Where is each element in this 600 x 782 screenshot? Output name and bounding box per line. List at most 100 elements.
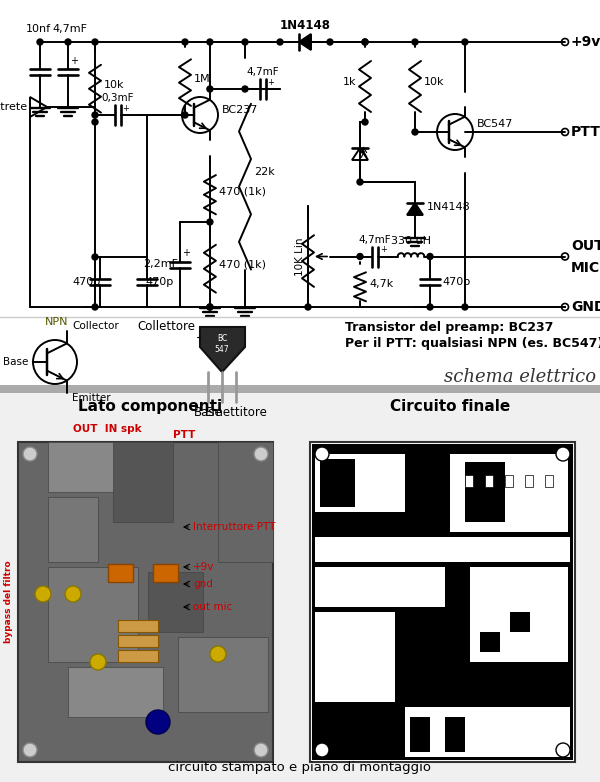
- Circle shape: [182, 39, 188, 45]
- Circle shape: [427, 253, 433, 260]
- Text: 0,3mF: 0,3mF: [101, 93, 134, 103]
- Circle shape: [562, 253, 569, 260]
- Text: +9v: +9v: [571, 35, 600, 49]
- Circle shape: [182, 112, 188, 118]
- Text: PTT: PTT: [173, 430, 196, 440]
- Text: Emettitore: Emettitore: [205, 406, 268, 419]
- Text: 10nf: 10nf: [25, 24, 50, 34]
- Bar: [0, 385, 600, 393]
- Text: 22k: 22k: [254, 167, 275, 177]
- Circle shape: [562, 303, 569, 310]
- Bar: [315, 567, 445, 607]
- Text: +: +: [380, 246, 387, 254]
- Circle shape: [210, 646, 226, 662]
- Circle shape: [305, 39, 311, 45]
- Bar: [118, 620, 158, 632]
- Circle shape: [315, 743, 329, 757]
- Text: NPN: NPN: [45, 317, 68, 327]
- Circle shape: [33, 340, 77, 384]
- Circle shape: [462, 304, 468, 310]
- Bar: [465, 475, 473, 487]
- Circle shape: [315, 447, 329, 461]
- Circle shape: [556, 447, 570, 461]
- Text: Transistor del preamp: BC237: Transistor del preamp: BC237: [345, 321, 553, 333]
- Bar: [178, 637, 268, 712]
- Circle shape: [254, 743, 268, 757]
- Text: Emitter: Emitter: [72, 393, 111, 403]
- Circle shape: [362, 39, 368, 45]
- Text: circuito stampato e piano di montaggio: circuito stampato e piano di montaggio: [169, 761, 431, 774]
- Bar: [310, 442, 575, 762]
- Text: 330 uH: 330 uH: [391, 236, 431, 246]
- Bar: [48, 442, 128, 492]
- Text: BC547: BC547: [477, 119, 514, 129]
- Text: 2,2mF: 2,2mF: [143, 260, 178, 270]
- Text: +: +: [70, 56, 78, 66]
- Text: Interruttore di
bypass del filtro: Interruttore di bypass del filtro: [0, 561, 13, 644]
- Bar: [405, 707, 570, 757]
- Circle shape: [207, 39, 213, 45]
- Circle shape: [562, 38, 569, 45]
- Circle shape: [207, 304, 213, 310]
- Text: schema elettrico: schema elettrico: [444, 368, 596, 386]
- Circle shape: [254, 447, 268, 461]
- Bar: [485, 475, 493, 487]
- Circle shape: [182, 112, 188, 118]
- Text: Lato componenti: Lato componenti: [78, 399, 222, 414]
- Text: +: +: [122, 104, 130, 113]
- Text: Base: Base: [2, 357, 28, 367]
- Bar: [118, 635, 158, 647]
- Bar: [315, 454, 405, 512]
- Circle shape: [37, 39, 43, 45]
- Text: 10k: 10k: [104, 80, 125, 89]
- Bar: [0, 393, 600, 782]
- Text: Base: Base: [194, 406, 223, 419]
- Bar: [470, 567, 568, 662]
- Circle shape: [207, 219, 213, 225]
- Text: out mic: out mic: [193, 602, 232, 612]
- Bar: [465, 462, 505, 522]
- Circle shape: [92, 119, 98, 125]
- Circle shape: [357, 179, 363, 185]
- Circle shape: [65, 39, 71, 45]
- Text: 1N4148: 1N4148: [280, 19, 331, 32]
- Bar: [113, 442, 173, 522]
- Circle shape: [92, 254, 98, 260]
- Circle shape: [427, 304, 433, 310]
- Text: PTT: PTT: [571, 125, 600, 139]
- Text: 1k: 1k: [343, 77, 356, 87]
- Text: Interruttore PTT: Interruttore PTT: [193, 522, 275, 532]
- Bar: [68, 667, 163, 717]
- Bar: [48, 497, 98, 562]
- Text: 10K Lin: 10K Lin: [295, 237, 305, 276]
- Circle shape: [562, 128, 569, 135]
- Text: 470 (1k): 470 (1k): [219, 186, 266, 196]
- Text: Per il PTT: qualsiasi NPN (es. BC547): Per il PTT: qualsiasi NPN (es. BC547): [345, 338, 600, 350]
- Text: 4,7mF: 4,7mF: [53, 24, 88, 34]
- Bar: [410, 717, 430, 752]
- Text: 4,7mF: 4,7mF: [359, 235, 391, 245]
- Circle shape: [277, 39, 283, 45]
- Circle shape: [362, 39, 368, 45]
- Circle shape: [182, 97, 218, 133]
- Text: elettrete: elettrete: [0, 102, 27, 112]
- Circle shape: [412, 129, 418, 135]
- Bar: [153, 564, 178, 582]
- Text: +: +: [182, 249, 190, 259]
- Text: 470p: 470p: [145, 277, 173, 287]
- Text: 4,7mF: 4,7mF: [246, 67, 279, 77]
- Text: 470 (1k): 470 (1k): [219, 260, 266, 270]
- Text: 1N4148: 1N4148: [427, 202, 471, 212]
- Bar: [18, 442, 273, 762]
- Bar: [108, 564, 133, 582]
- Bar: [480, 632, 500, 652]
- Text: 4,7k: 4,7k: [369, 279, 393, 289]
- Bar: [450, 454, 568, 532]
- Text: Circuito finale: Circuito finale: [390, 399, 510, 414]
- Circle shape: [146, 710, 170, 734]
- Text: BC237: BC237: [222, 105, 259, 115]
- Text: +: +: [268, 78, 274, 87]
- Circle shape: [92, 304, 98, 310]
- Bar: [525, 475, 533, 487]
- Circle shape: [90, 654, 106, 670]
